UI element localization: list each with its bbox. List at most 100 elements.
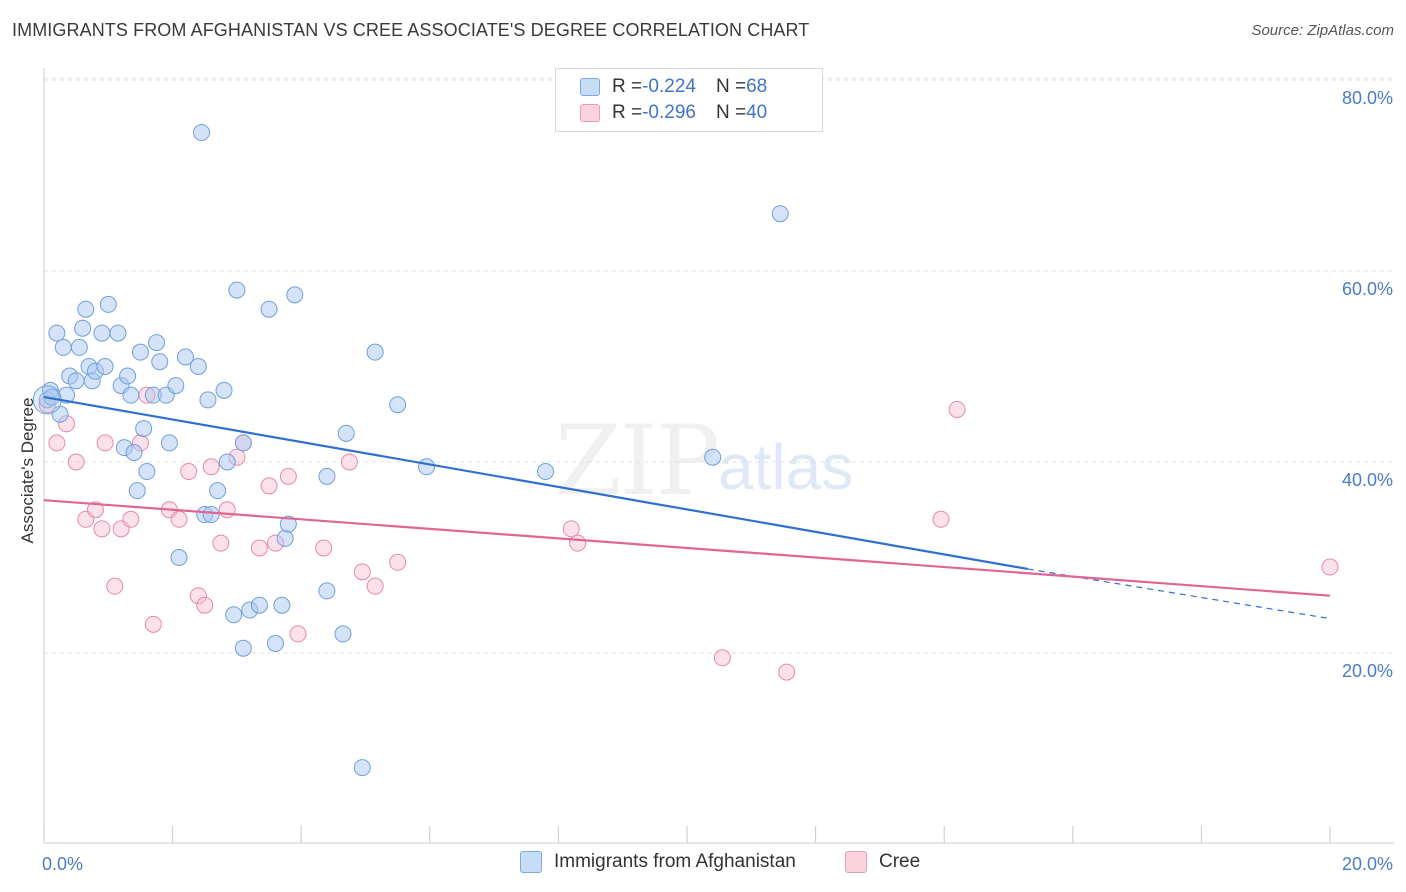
y-tick-label: 40.0% xyxy=(1342,470,1393,490)
point-afghanistan xyxy=(148,334,166,352)
point-afghanistan xyxy=(122,386,140,404)
point-afghanistan xyxy=(250,596,268,614)
point-afghanistan xyxy=(234,639,252,657)
point-cree xyxy=(932,510,950,528)
point-afghanistan xyxy=(318,582,336,600)
point-afghanistan xyxy=(389,396,407,414)
legend-row-cree: R = -0.296 N = 40 xyxy=(580,100,767,126)
point-afghanistan xyxy=(260,300,278,318)
point-cree xyxy=(122,510,140,528)
grid-lines xyxy=(44,77,1394,654)
point-cree xyxy=(778,663,796,681)
point-cree xyxy=(713,649,731,667)
point-afghanistan xyxy=(131,343,149,361)
point-afghanistan xyxy=(202,506,220,524)
point-afghanistan xyxy=(199,391,217,409)
point-afghanistan xyxy=(170,549,188,566)
point-afghanistan xyxy=(70,338,88,356)
point-cree xyxy=(389,553,407,571)
legend-label: Immigrants from Afghanistan xyxy=(554,851,796,872)
x-tick-label-min: 0.0% xyxy=(42,854,83,874)
legend-swatch-pink xyxy=(580,104,600,122)
series-afghanistan-points xyxy=(32,124,789,777)
legend-swatch-pink xyxy=(845,851,867,873)
point-afghanistan xyxy=(273,596,291,614)
point-cree xyxy=(315,539,333,557)
point-afghanistan xyxy=(334,625,352,643)
point-cree xyxy=(86,501,104,519)
point-cree xyxy=(218,501,236,519)
point-afghanistan xyxy=(286,286,304,304)
legend-swatch-blue xyxy=(580,78,600,96)
n-value: 40 xyxy=(746,102,768,123)
chart-title: IMMIGRANTS FROM AFGHANISTAN VS CREE ASSO… xyxy=(12,20,810,40)
axes xyxy=(43,68,1394,844)
point-cree xyxy=(340,453,358,471)
point-cree xyxy=(948,400,966,418)
point-cree xyxy=(93,520,111,538)
point-afghanistan xyxy=(125,443,143,461)
point-afghanistan xyxy=(93,324,111,342)
point-afghanistan xyxy=(135,420,153,438)
trend-line-cree xyxy=(43,499,1331,597)
r-value: -0.224 xyxy=(642,76,696,97)
point-cree xyxy=(189,587,207,605)
r-label: R = xyxy=(612,102,643,123)
legend-item-cree: Cree xyxy=(845,851,920,873)
point-afghanistan xyxy=(209,482,227,500)
r-value: -0.296 xyxy=(642,102,696,123)
source-label: Source: ZipAtlas.com xyxy=(1251,22,1394,39)
point-cree xyxy=(366,577,384,595)
point-afghanistan xyxy=(58,386,76,404)
point-afghanistan xyxy=(167,377,185,395)
point-cree xyxy=(170,510,188,528)
legend-swatch-blue xyxy=(520,851,542,873)
legend-item-afghanistan: Immigrants from Afghanistan xyxy=(520,851,796,873)
point-cree xyxy=(212,534,230,552)
point-cree xyxy=(48,434,66,452)
point-afghanistan xyxy=(418,458,436,476)
point-afghanistan xyxy=(266,634,284,652)
point-afghanistan xyxy=(138,463,156,481)
point-afghanistan xyxy=(48,324,66,342)
tick-labels: 20.0% 40.0% 60.0% 80.0% 0.0% 20.0% Associate's… xyxy=(18,88,1393,874)
y-tick-label: 80.0% xyxy=(1342,88,1393,108)
series-cree-points xyxy=(38,386,1339,681)
point-afghanistan xyxy=(704,448,722,466)
point-afghanistan xyxy=(771,205,789,223)
point-afghanistan xyxy=(225,606,243,624)
trend-line-afghanistan xyxy=(43,395,1028,571)
trend-lines xyxy=(43,395,1331,620)
y-tick-label: 20.0% xyxy=(1342,661,1393,681)
point-cree xyxy=(353,563,371,581)
point-afghanistan xyxy=(215,381,233,399)
point-afghanistan xyxy=(176,348,194,366)
point-cree xyxy=(144,615,162,633)
point-afghanistan xyxy=(193,124,211,142)
point-cree xyxy=(196,596,214,614)
y-tick-label: 60.0% xyxy=(1342,279,1393,299)
point-cree xyxy=(180,463,198,481)
point-afghanistan xyxy=(279,515,297,533)
point-cree xyxy=(289,625,307,643)
point-cree xyxy=(202,458,220,476)
r-label: R = xyxy=(612,76,643,97)
point-afghanistan xyxy=(119,367,137,385)
legend-row-afghanistan: R = -0.224 N = 68 xyxy=(580,74,767,100)
point-afghanistan xyxy=(54,338,72,356)
point-cree xyxy=(1321,558,1339,576)
correlation-legend: R = -0.224 N = 68 R = -0.296 N = 40 xyxy=(555,68,823,132)
point-afghanistan xyxy=(96,358,114,375)
point-cree xyxy=(279,467,297,485)
point-cree xyxy=(569,534,587,552)
point-cree xyxy=(562,520,580,538)
point-cree xyxy=(96,434,114,452)
point-afghanistan xyxy=(337,424,355,442)
point-afghanistan xyxy=(77,300,95,318)
point-afghanistan xyxy=(228,281,246,299)
point-afghanistan xyxy=(537,463,555,481)
point-afghanistan xyxy=(353,759,371,777)
point-afghanistan xyxy=(160,434,178,452)
point-afghanistan xyxy=(234,434,252,452)
